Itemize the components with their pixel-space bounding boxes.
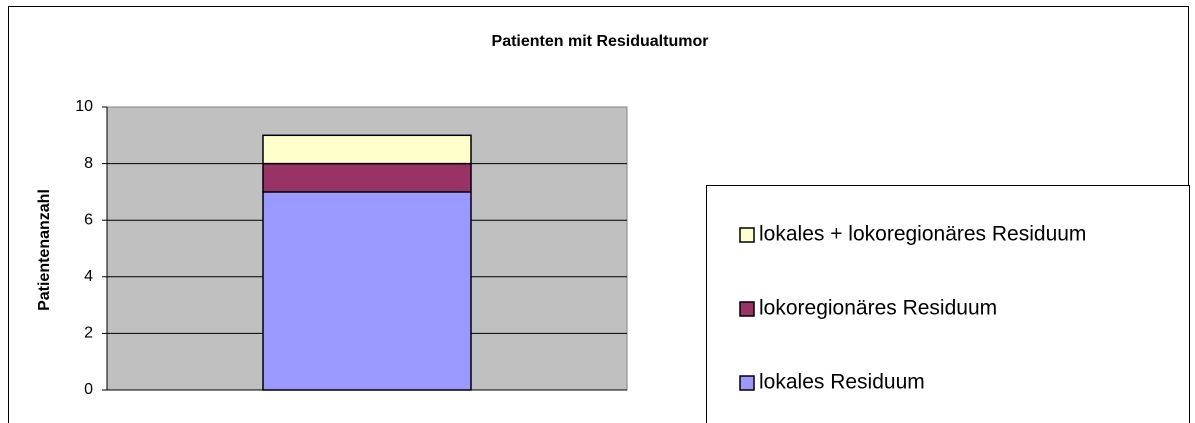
y-tick-label: 2 — [84, 325, 93, 342]
legend-swatch — [739, 375, 755, 391]
y-tick-label: 0 — [84, 381, 93, 398]
y-tick-label: 8 — [84, 155, 93, 172]
legend-swatch — [739, 227, 755, 243]
legend-label: lokales Residuum — [759, 371, 925, 394]
chart-title: Patienten mit Residualtumor — [492, 33, 709, 50]
bar-segment — [262, 134, 472, 165]
legend-swatch — [739, 301, 755, 317]
y-tick-label: 10 — [75, 98, 93, 115]
bar-segment — [262, 191, 472, 391]
legend — [706, 185, 1190, 423]
y-axis-label: Patientenanzahl — [36, 189, 53, 311]
legend-label: lokales + lokoregionäres Residuum — [759, 223, 1086, 246]
y-tick-label: 6 — [84, 211, 93, 228]
bar-segment — [262, 162, 472, 193]
legend-label: lokoregionäres Residuum — [759, 297, 997, 320]
y-tick-label: 4 — [84, 268, 93, 285]
